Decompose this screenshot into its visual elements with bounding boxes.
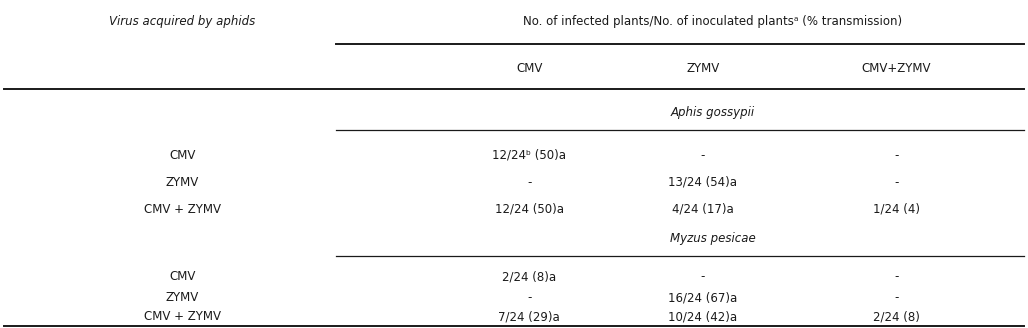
Text: CMV: CMV (516, 62, 543, 75)
Text: Aphis gossypii: Aphis gossypii (671, 106, 755, 119)
Text: -: - (527, 176, 531, 189)
Text: -: - (527, 291, 531, 304)
Text: CMV: CMV (170, 270, 195, 283)
Text: CMV+ZYMV: CMV+ZYMV (861, 62, 931, 75)
Text: CMV + ZYMV: CMV + ZYMV (144, 310, 221, 323)
Text: CMV + ZYMV: CMV + ZYMV (144, 202, 221, 215)
Text: 7/24 (29)a: 7/24 (29)a (499, 310, 560, 323)
Text: -: - (894, 291, 898, 304)
Text: -: - (700, 270, 705, 283)
Text: 12/24 (50)a: 12/24 (50)a (494, 202, 563, 215)
Text: ZYMV: ZYMV (686, 62, 720, 75)
Text: 12/24ᵇ (50)a: 12/24ᵇ (50)a (492, 149, 566, 162)
Text: -: - (894, 149, 898, 162)
Text: 16/24 (67)a: 16/24 (67)a (668, 291, 737, 304)
Text: 1/24 (4): 1/24 (4) (873, 202, 920, 215)
Text: ZYMV: ZYMV (166, 291, 199, 304)
Text: Virus acquired by aphids: Virus acquired by aphids (110, 15, 256, 28)
Text: -: - (700, 149, 705, 162)
Text: 2/24 (8)a: 2/24 (8)a (503, 270, 556, 283)
Text: 2/24 (8): 2/24 (8) (873, 310, 920, 323)
Text: -: - (894, 176, 898, 189)
Text: Myzus pesicae: Myzus pesicae (670, 233, 756, 245)
Text: 13/24 (54)a: 13/24 (54)a (668, 176, 737, 189)
Text: 4/24 (17)a: 4/24 (17)a (671, 202, 734, 215)
Text: ZYMV: ZYMV (166, 176, 199, 189)
Text: 10/24 (42)a: 10/24 (42)a (668, 310, 737, 323)
Text: -: - (894, 270, 898, 283)
Text: CMV: CMV (170, 149, 195, 162)
Text: No. of infected plants/No. of inoculated plantsᵃ (% transmission): No. of infected plants/No. of inoculated… (523, 15, 903, 28)
